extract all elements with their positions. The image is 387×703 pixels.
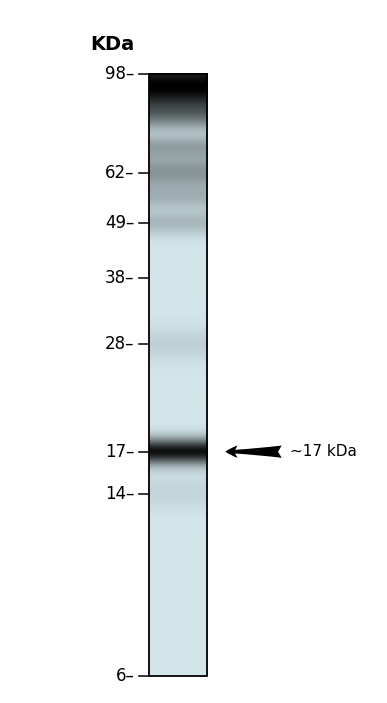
Bar xyxy=(149,74,207,676)
Text: 28–: 28– xyxy=(105,335,135,353)
Text: KDa: KDa xyxy=(91,35,135,54)
Text: ~17 kDa: ~17 kDa xyxy=(290,444,357,459)
Text: 38–: 38– xyxy=(105,269,135,287)
Text: 98–: 98– xyxy=(105,65,135,83)
Text: 17–: 17– xyxy=(105,443,135,460)
Text: 14–: 14– xyxy=(105,484,135,503)
Text: 49–: 49– xyxy=(105,214,135,232)
Text: 6–: 6– xyxy=(116,667,135,685)
Text: 62–: 62– xyxy=(105,164,135,181)
